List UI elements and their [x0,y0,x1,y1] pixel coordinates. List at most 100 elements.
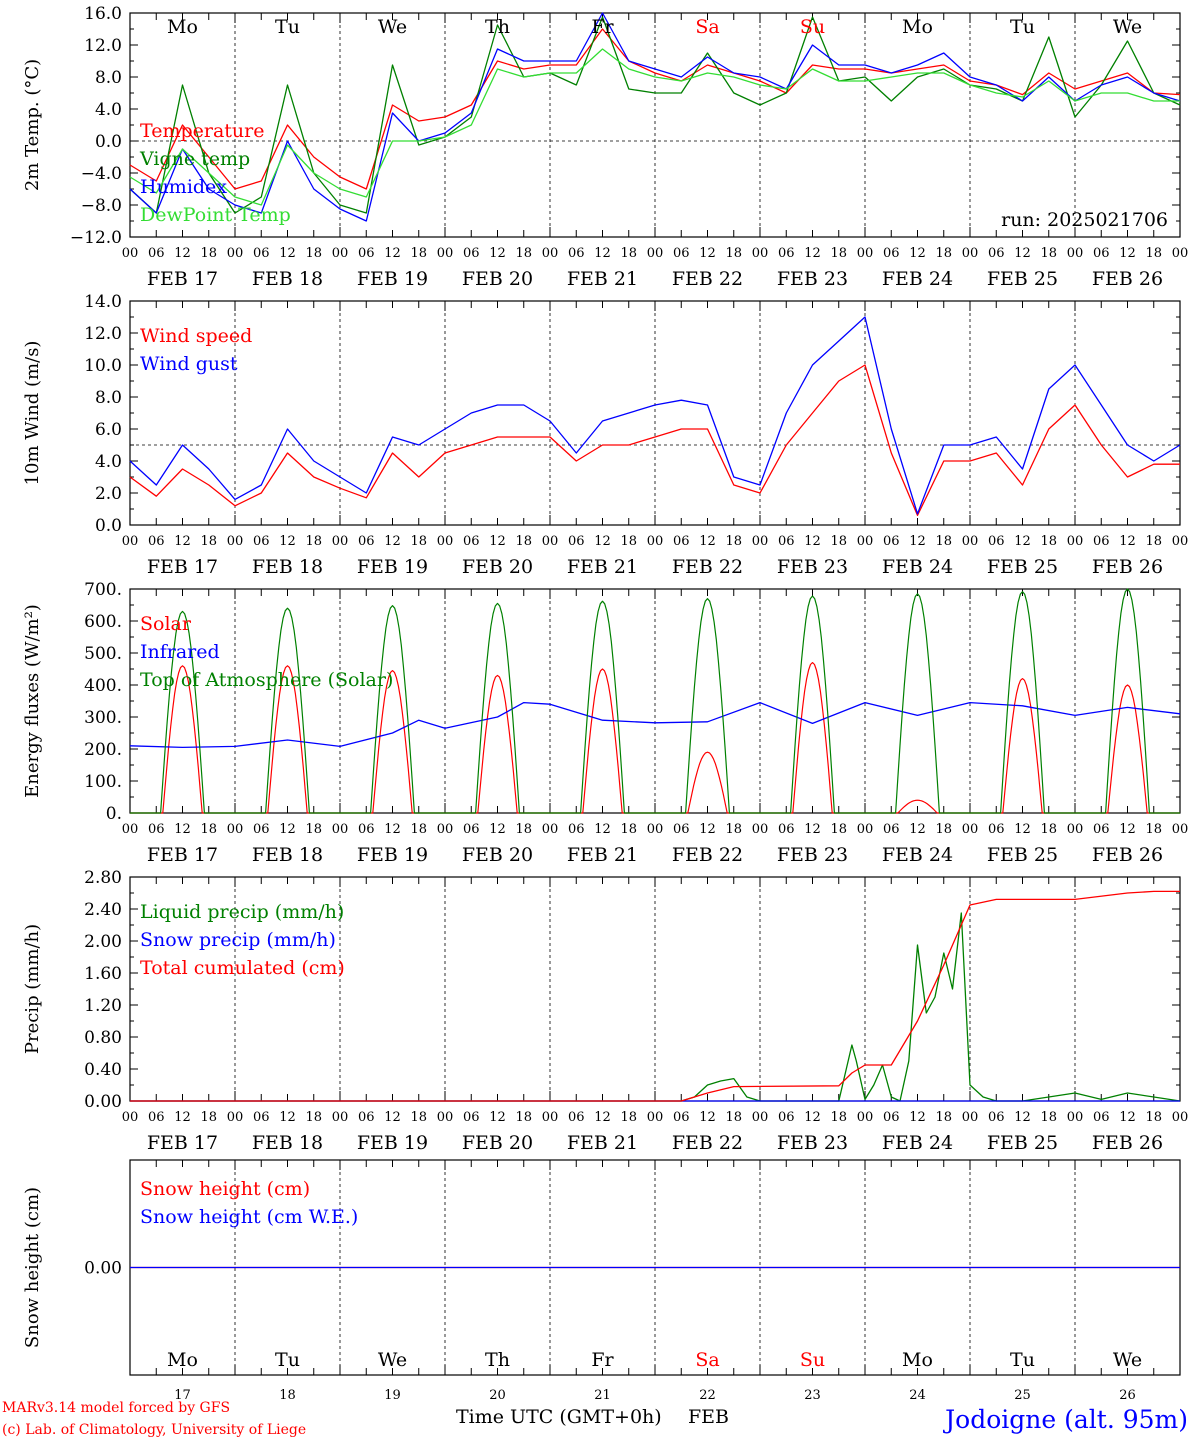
date-label: FEB 17 [147,268,218,290]
hour-tick-label: 06 [988,534,1005,549]
hour-tick-label: 18 [1145,822,1162,837]
hour-tick-label: 06 [1093,534,1110,549]
series-line-toa-solar-day10 [1075,588,1180,814]
ytick-label: 0.40 [84,1060,122,1080]
hour-tick-label: 18 [620,1110,637,1125]
series-line [129,316,1181,515]
y-axis-label: Snow height (cm) [22,1187,43,1348]
ytick-label: 400. [84,676,122,696]
series-line-solar-day1 [130,665,235,814]
plot-frame [129,300,1181,526]
hour-tick-label: 18 [725,534,742,549]
day-number-label: 22 [699,1388,716,1403]
date-label: FEB 21 [567,844,638,866]
hour-tick-label: 12 [279,534,296,549]
y-axis-label: 10m Wind (m/s) [22,341,43,486]
series-line-toa-solar-day5 [550,600,655,814]
hour-tick-label: 06 [883,534,900,549]
weekday-label-top: Sa [695,16,719,38]
day-number-label: 21 [594,1388,611,1403]
series-line-solar-day2 [235,665,340,814]
hour-tick-label: 12 [1119,534,1136,549]
lab-credit: (c) Lab. of Climatology, University of L… [2,1422,306,1438]
hour-tick-label: 18 [305,1110,322,1125]
hour-tick-label: 00 [1067,246,1084,261]
weekday-label-top: Th [485,16,510,38]
ytick-label: 1.60 [84,964,122,984]
ytick-label: 2.0 [95,484,122,504]
legend-entry: Temperature [140,120,264,142]
day-number-label: 25 [1014,1388,1031,1403]
hour-tick-label: 00 [1172,822,1189,837]
hour-tick-label: 18 [830,1110,847,1125]
hour-tick-label: 06 [673,246,690,261]
date-label: FEB 23 [777,844,848,866]
weekday-label-bottom: Su [800,1349,825,1371]
hour-tick-label: 00 [122,822,139,837]
series-line-solar-day9 [970,677,1075,814]
hour-tick-label: 06 [148,534,165,549]
hour-tick-label: 06 [463,822,480,837]
hour-tick-label: 18 [410,822,427,837]
hour-tick-label: 12 [174,534,191,549]
hour-tick-label: 18 [305,246,322,261]
date-label: FEB 26 [1092,556,1163,578]
date-label: FEB 20 [462,1132,533,1154]
ytick-label: 500. [84,644,122,664]
hour-tick-label: 06 [253,246,270,261]
y-axis-label: 2m Temp. (°C) [22,59,43,191]
date-label: FEB 26 [1092,1132,1163,1154]
date-label: FEB 23 [777,556,848,578]
plot-frame [129,588,1181,814]
weekday-label-top: Mo [167,16,198,38]
date-label: FEB 17 [147,844,218,866]
hour-tick-label: 00 [857,534,874,549]
series-line-toa-solar-day9 [970,590,1075,814]
hour-tick-label: 18 [830,246,847,261]
hour-tick-label: 06 [1093,246,1110,261]
hour-tick-label: 18 [410,246,427,261]
series-line [129,12,1181,222]
legend-entry: Liquid precip (mm/h) [140,901,344,923]
legend-entry: Snow height (cm) [140,1178,310,1200]
series-line-toa-solar-day4 [445,602,550,814]
panel-5: 0.00 Snow height (cm) Snow height (cm) Snow… [22,1159,1181,1376]
hour-tick-label: 06 [778,246,795,261]
ytick-label: 4.0 [95,100,122,120]
day-number-label: 24 [909,1388,926,1403]
date-label: FEB 19 [357,844,428,866]
hour-tick-label: 06 [1093,1110,1110,1125]
hour-tick-label: 18 [725,1110,742,1125]
weekday-label-bottom: Fr [591,1349,614,1371]
hour-tick-label: 12 [1014,822,1031,837]
date-label: FEB 22 [672,556,743,578]
hour-tick-label: 00 [1172,534,1189,549]
hour-tick-label: 06 [778,1110,795,1125]
legend-entry: Top of Atmosphere (Solar) [140,669,393,691]
hour-tick-label: 00 [962,822,979,837]
hour-tick-label: 00 [437,246,454,261]
series-group [129,588,1181,814]
hour-tick-label: 06 [148,246,165,261]
series-group [129,12,1181,222]
hour-tick-label: 06 [778,822,795,837]
hour-tick-label: 18 [200,246,217,261]
hour-tick-label: 06 [253,822,270,837]
hour-tick-label: 06 [148,822,165,837]
ytick-label: 1.20 [84,996,122,1016]
series-line [129,48,1180,206]
ytick-label: 600. [84,612,122,632]
ytick-label: −12.0 [70,228,122,248]
hour-tick-label: 18 [725,822,742,837]
hour-tick-label: 00 [122,1110,139,1125]
panel-4: 0.00 0.40 0.80 1.20 1.60 2.00 2.40 2.80 Precip (… [22,868,1188,1154]
series-line-solar-day5 [550,668,655,814]
date-label: FEB 18 [252,844,323,866]
hour-tick-label: 18 [1040,534,1057,549]
hour-tick-label: 18 [305,822,322,837]
weekday-label-bottom: Sa [695,1349,719,1371]
hour-tick-label: 00 [332,246,349,261]
legend-entry: Wind gust [140,353,238,375]
hour-tick-label: 18 [1145,246,1162,261]
weekday-label-top: We [378,16,407,38]
